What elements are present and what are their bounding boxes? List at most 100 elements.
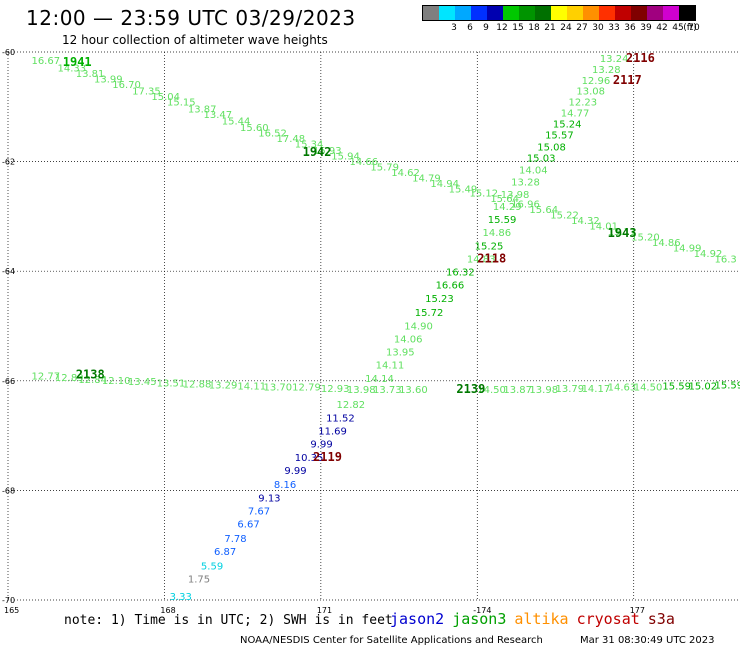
- wave-height-label: 15.79: [370, 162, 399, 173]
- satellite-label-jason2: jason2: [390, 610, 445, 628]
- wave-height-label: 12.23: [569, 98, 598, 109]
- wave-height-label: 14.29: [493, 202, 522, 213]
- wave-height-label: 12.77: [31, 372, 60, 383]
- wave-height-label: 16.66: [436, 281, 465, 292]
- wave-height-label: 13.98: [347, 385, 376, 396]
- wave-height-label: 15.25: [475, 241, 504, 252]
- wave-height-label: 14.04: [519, 166, 548, 177]
- wave-height-label: 13.99: [94, 75, 123, 86]
- pass-number-label: 2139: [456, 382, 485, 396]
- lat-tick-label: -64: [2, 267, 15, 276]
- map-title: 12:00 — 23:59 UTC 03/29/2023: [26, 6, 356, 30]
- pass-number-label: 2138: [76, 368, 105, 382]
- legend-label: 3: [451, 23, 457, 33]
- color-scale-legend: 3 6 9 12 15 18 21 24 27 30 33 36 39 42 45 70 (ft): [422, 5, 700, 35]
- lon-tick-label: 177: [630, 606, 645, 615]
- wave-height-label: 14.86: [483, 228, 512, 239]
- legend-unit: (ft): [683, 23, 697, 33]
- lon-tick-label: 165: [4, 606, 19, 615]
- wave-height-label: 15.64: [529, 205, 558, 216]
- wave-height-label: 12.84: [78, 375, 107, 386]
- wave-height-label: 9.99: [310, 440, 332, 451]
- pass-number-label: 1942: [303, 145, 332, 159]
- wave-height-label: 17.35: [132, 87, 161, 98]
- footer-timestamp: Mar 31 08:30:49 UTC 2023: [580, 635, 715, 646]
- wave-height-label: 13.98: [501, 190, 530, 201]
- satellite-label-s3a: s3a: [647, 610, 675, 628]
- wave-height-label: 13.45: [128, 377, 157, 388]
- legend-swatch: [503, 6, 519, 20]
- legend-label: 45: [672, 23, 684, 33]
- legend-label: 18: [528, 23, 540, 33]
- legend-label: 12: [496, 23, 508, 33]
- pass-number-label: 2116: [626, 51, 655, 65]
- wave-height-label: 6.67: [237, 520, 259, 531]
- wave-height-label: 14.92: [694, 249, 723, 260]
- legend-swatch: [583, 6, 599, 20]
- legend-label: 42: [656, 23, 668, 33]
- wave-height-label: 15.12: [469, 189, 498, 200]
- wave-height-label: 14.66: [350, 157, 379, 168]
- satellite-label-cryosat: cryosat: [576, 610, 640, 628]
- wave-height-label: 14.33: [58, 64, 87, 75]
- legend-swatch: [487, 6, 503, 20]
- wave-height-label: 12.89: [55, 373, 84, 384]
- wave-height-label: 14.11: [237, 382, 266, 393]
- wave-height-label: 13.28: [511, 178, 540, 189]
- wave-height-label: 15.34: [295, 139, 324, 150]
- wave-height-label: 15.64: [490, 194, 519, 205]
- legend-label: 15: [512, 23, 524, 33]
- wave-height-label: 14.83: [467, 254, 496, 265]
- wave-height-label: 15.24: [553, 120, 582, 131]
- wave-height-label: 15.59: [662, 382, 691, 393]
- wave-height-label: 17.48: [277, 134, 306, 145]
- wave-height-label: 14.32: [571, 216, 600, 227]
- pass-number-label: 2119: [313, 450, 342, 464]
- wave-height-label: 15.04: [151, 92, 180, 103]
- legend-swatch: [439, 6, 455, 20]
- wave-height-label: 6.87: [214, 547, 236, 558]
- legend-swatch: [679, 6, 695, 20]
- wave-height-label: 1.75: [188, 574, 210, 585]
- wave-height-label: 15.94: [331, 151, 360, 162]
- wave-height-label: 13.70: [264, 383, 293, 394]
- legend-label: 70: [688, 23, 700, 33]
- wave-height-label: 15.15: [167, 98, 196, 109]
- wave-height-label: 14.86: [652, 238, 681, 249]
- wave-height-label: 16.70: [112, 80, 141, 91]
- wave-height-label: 16.3: [715, 254, 737, 265]
- wave-height-label: 15.03: [527, 154, 556, 165]
- pass-number-label: 2117: [613, 73, 642, 87]
- legend-swatch: [519, 6, 535, 20]
- legend-label: 24: [560, 23, 572, 33]
- wave-height-label: 7.78: [224, 534, 246, 545]
- legend-label: 39: [640, 23, 652, 33]
- pass-number-label: 1943: [608, 226, 637, 240]
- wave-height-label: 14.50: [477, 385, 506, 396]
- wave-height-label: 14.90: [404, 321, 433, 332]
- note-text: note: 1) Time is in UTC; 2) SWH is in fe…: [64, 613, 393, 628]
- map-grid: [7, 51, 738, 601]
- wave-height-label: 15.72: [415, 308, 444, 319]
- legend-label: 21: [544, 23, 556, 33]
- lat-tick-label: -70: [2, 596, 15, 605]
- wave-height-label: 3.33: [170, 592, 192, 603]
- legend-swatch: [423, 6, 439, 20]
- wave-height-label: 12.10: [102, 376, 131, 387]
- wave-height-label: 12.93: [321, 384, 350, 395]
- lon-tick-label: -174: [473, 606, 491, 615]
- wave-height-label: 13.08: [576, 87, 605, 98]
- wave-height-label: 15.20: [631, 233, 660, 244]
- legend-label: 36: [624, 23, 636, 33]
- wave-height-label: 13.28: [592, 65, 621, 76]
- wave-height-label: 15.93: [313, 146, 342, 157]
- wave-height-label: 14.17: [582, 384, 611, 395]
- wave-height-label: 12.82: [337, 400, 366, 411]
- wave-height-label: 15.22: [550, 211, 579, 222]
- legend-swatch: [631, 6, 647, 20]
- wave-height-label: 14.11: [376, 361, 405, 372]
- wave-height-label: 15.59: [715, 380, 740, 391]
- wave-height-label: 11.69: [318, 427, 347, 438]
- wave-height-label: 15.02: [688, 382, 717, 393]
